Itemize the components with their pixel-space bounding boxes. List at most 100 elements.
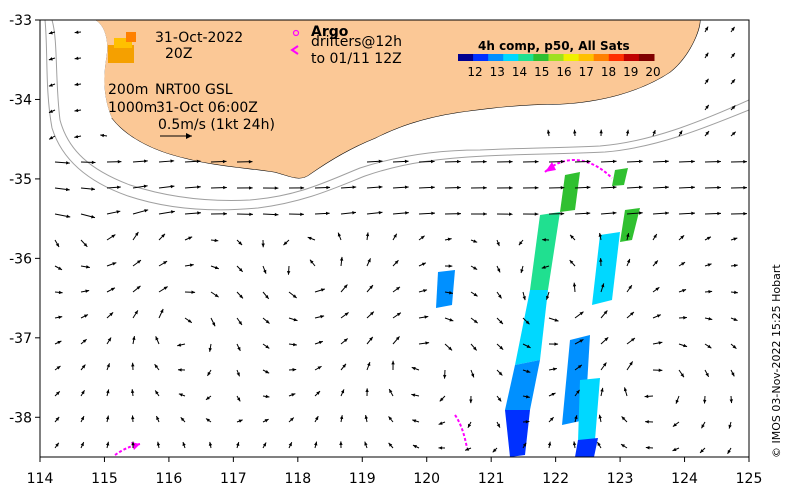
current-vector-head bbox=[734, 290, 738, 295]
current-vector-head bbox=[344, 312, 349, 316]
current-vector-head bbox=[598, 232, 602, 237]
current-vector-head bbox=[681, 262, 686, 266]
current-vector-head bbox=[131, 441, 135, 446]
current-vector-head bbox=[343, 284, 348, 289]
current-vector-head bbox=[621, 444, 625, 448]
current-vector-head bbox=[457, 211, 461, 216]
current-vector-head bbox=[654, 260, 658, 265]
drifter-to-label: to 01/11 12Z bbox=[311, 51, 402, 67]
current-vector-head bbox=[137, 260, 141, 264]
current-vector-head bbox=[672, 423, 677, 427]
colorbar-segment bbox=[518, 54, 534, 61]
current-vector-head bbox=[472, 346, 477, 351]
x-tick-label: 124 bbox=[671, 471, 698, 487]
colorbar-segment bbox=[578, 54, 595, 61]
current-vector-head bbox=[496, 268, 501, 273]
current-vector-head bbox=[236, 397, 241, 402]
current-vector-head bbox=[731, 53, 735, 57]
colorbar: 12 13 14 15 16 17 18 19 20 bbox=[458, 54, 661, 79]
current-vector-head bbox=[525, 420, 530, 424]
current-vector-head bbox=[81, 364, 86, 369]
current-vector-head bbox=[156, 416, 160, 421]
current-vector-head bbox=[188, 236, 193, 240]
current-vector-head bbox=[110, 287, 115, 291]
current-vector-head bbox=[156, 441, 161, 446]
current-vector-head bbox=[177, 368, 182, 372]
current-vector-head bbox=[238, 419, 243, 423]
current-vector-head bbox=[237, 346, 241, 351]
current-vector-head bbox=[727, 449, 731, 454]
current-vector-head bbox=[388, 442, 393, 447]
colorbar-segment bbox=[608, 54, 625, 61]
current-vector-head bbox=[83, 242, 88, 247]
argo-marker bbox=[292, 29, 300, 37]
current-vector-head bbox=[623, 387, 628, 392]
current-vector-head bbox=[496, 423, 500, 428]
colorbar-title: 4h comp, p50, All Sats bbox=[478, 39, 630, 53]
current-vector-head bbox=[743, 185, 747, 190]
current-vector-head bbox=[496, 242, 500, 247]
current-vector-head bbox=[56, 365, 61, 370]
current-vector-head bbox=[431, 185, 435, 190]
current-vector-head bbox=[339, 441, 343, 445]
current-vector-head bbox=[655, 287, 660, 291]
current-vector-head bbox=[337, 232, 342, 237]
current-vector-head bbox=[542, 238, 546, 242]
current-vector-head bbox=[48, 109, 53, 113]
current-vector-head bbox=[625, 129, 630, 134]
sst-swath-west bbox=[108, 32, 136, 63]
current-vector-head bbox=[520, 269, 524, 274]
current-vector-head bbox=[342, 363, 346, 368]
current-vector-head bbox=[743, 159, 747, 164]
current-vector-head bbox=[586, 159, 591, 164]
colorbar-tick-label: 20 bbox=[645, 65, 660, 79]
current-vector-head bbox=[320, 288, 325, 292]
current-vector-head bbox=[621, 416, 626, 421]
current-vector-head bbox=[526, 369, 531, 373]
current-vector-head bbox=[80, 416, 84, 421]
current-vector-head bbox=[274, 186, 279, 190]
current-vector-head bbox=[443, 374, 447, 379]
current-vector-head bbox=[396, 286, 400, 291]
current-vector-head bbox=[717, 211, 721, 216]
current-vector-head bbox=[731, 26, 735, 31]
current-vector-head bbox=[214, 238, 219, 243]
current-vector-head bbox=[91, 187, 95, 191]
current-vector-head bbox=[638, 159, 643, 164]
y-tick-label: -36 bbox=[9, 251, 32, 267]
drifter-legend-arrow bbox=[290, 45, 299, 55]
current-vector-head bbox=[473, 266, 478, 270]
current-vector-head bbox=[601, 283, 605, 288]
current-vector-head bbox=[211, 322, 216, 327]
current-vector-head bbox=[656, 314, 661, 318]
current-vector-head bbox=[82, 339, 87, 343]
x-tick-label: 120 bbox=[413, 471, 440, 487]
longitude-axis: 114 115 116 117 118 119 120 121 122 123 124 125 bbox=[27, 457, 762, 487]
current-vector-head bbox=[112, 262, 117, 266]
current-vector-head bbox=[572, 282, 577, 287]
current-vector-head bbox=[265, 294, 269, 299]
colorbar-tick-label: 16 bbox=[556, 65, 571, 79]
current-vector-head bbox=[307, 236, 312, 241]
current-vector-head bbox=[705, 78, 709, 83]
current-vector-head bbox=[49, 136, 54, 140]
current-vector-head bbox=[236, 372, 240, 377]
current-vector-head bbox=[58, 266, 63, 270]
current-vector-head bbox=[404, 159, 409, 164]
current-vector-head bbox=[707, 263, 712, 267]
current-vector-head bbox=[717, 159, 721, 164]
isobath-200m bbox=[51, 20, 749, 201]
current-vector-head bbox=[691, 185, 695, 190]
current-vector-head bbox=[579, 311, 584, 316]
current-vector-head bbox=[497, 397, 502, 402]
current-vector-head bbox=[665, 159, 669, 164]
current-vector-head bbox=[55, 391, 60, 396]
current-vector-head bbox=[703, 399, 707, 404]
current-vector-head bbox=[263, 269, 267, 274]
current-vector-head bbox=[707, 344, 712, 349]
current-vector-head bbox=[404, 185, 409, 189]
plot-frame bbox=[39, 19, 750, 458]
current-vector-head bbox=[207, 371, 211, 376]
current-vector-head bbox=[365, 232, 370, 237]
x-tick-label: 115 bbox=[91, 471, 118, 487]
